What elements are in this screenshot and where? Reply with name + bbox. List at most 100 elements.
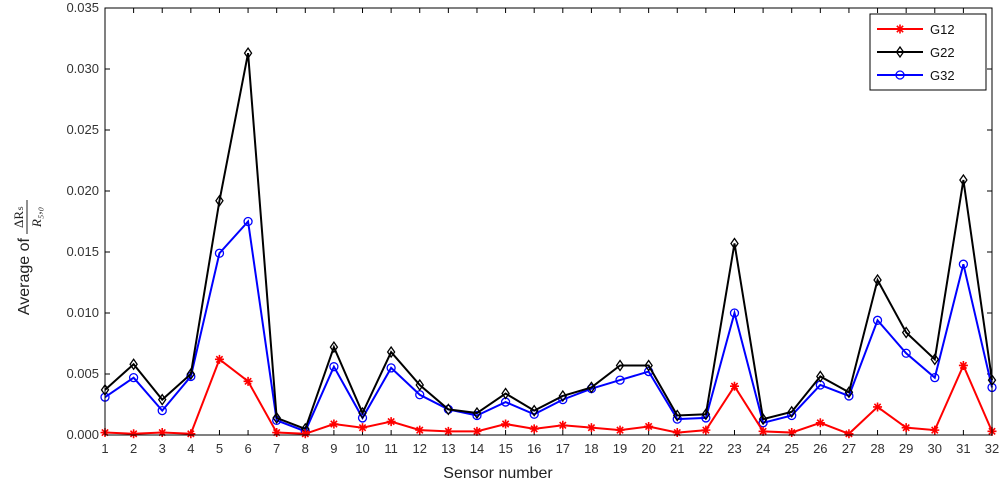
y-tick-label: 0.000	[66, 427, 99, 442]
data-point-G12	[558, 420, 568, 430]
x-tick-label: 16	[527, 441, 541, 456]
data-point-G12	[615, 425, 625, 435]
legend-label-G32: G32	[930, 68, 955, 83]
data-point-G12	[443, 426, 453, 436]
data-point-G22	[959, 173, 968, 187]
data-point-G12	[644, 421, 654, 431]
plot-frame	[104, 7, 993, 436]
y-tick-label: 0.035	[66, 0, 99, 15]
data-point-G12	[272, 428, 282, 438]
data-point-G12	[329, 419, 339, 429]
y-tick-label: 0.005	[66, 366, 99, 381]
y-axis-title: Average of ΔRₛ R₅,₀	[11, 200, 44, 315]
x-tick-label: 5	[216, 441, 223, 456]
data-point-G12	[586, 423, 596, 433]
series-line-G22	[104, 52, 993, 431]
data-point-G12	[758, 426, 768, 436]
data-point-G12	[701, 425, 711, 435]
x-tick-label: 26	[813, 441, 827, 456]
x-tick-label: 19	[613, 441, 627, 456]
x-tick-label: 10	[355, 441, 369, 456]
data-point-G22	[501, 387, 510, 400]
data-point-G12	[815, 418, 825, 428]
data-point-G12	[243, 376, 253, 386]
data-point-G22	[758, 413, 768, 426]
data-point-G32	[930, 373, 940, 383]
data-point-G12	[501, 419, 511, 429]
data-point-G32	[901, 348, 911, 358]
data-point-G22	[672, 409, 682, 422]
y-tick-label: 0.030	[66, 61, 99, 76]
data-point-G12	[844, 429, 854, 439]
data-point-G32	[472, 410, 482, 421]
data-point-G22	[615, 359, 625, 372]
x-tick-label: 32	[985, 441, 999, 456]
data-point-G12	[958, 360, 968, 370]
data-point-G32	[386, 363, 396, 373]
x-tick-label: 14	[470, 441, 484, 456]
data-point-G22	[444, 403, 453, 416]
legend-items: G12 G22 G32	[877, 22, 955, 83]
data-point-G12	[300, 429, 310, 439]
data-point-G22	[358, 406, 367, 420]
series-line-G32	[104, 219, 993, 433]
axis-ticks: 0.000 0.005 0.010 0.015 0.020 0.025 0.030 0.035…	[66, 0, 999, 456]
data-point-G22	[329, 341, 339, 354]
y-axis-title-prefix: Average of	[16, 237, 33, 315]
data-point-G22	[129, 358, 138, 371]
data-point-G22	[730, 237, 739, 250]
data-point-G12	[672, 428, 682, 438]
data-point-G22	[415, 378, 425, 392]
data-point-G22	[873, 273, 882, 287]
x-tick-label: 30	[928, 441, 942, 456]
legend-marker-G32	[895, 70, 905, 80]
x-tick-label: 6	[244, 441, 251, 456]
legend: G12 G22 G32	[869, 13, 987, 91]
data-point-G22	[157, 393, 167, 406]
x-tick-label: 9	[330, 441, 337, 456]
data-point-G12	[529, 424, 539, 434]
legend-label-G22: G22	[930, 45, 955, 60]
y-tick-label: 0.010	[66, 305, 99, 320]
data-point-G12	[873, 402, 883, 412]
x-tick-label: 1	[101, 441, 108, 456]
x-tick-label: 23	[727, 441, 741, 456]
x-tick-label: 21	[670, 441, 684, 456]
x-tick-label: 11	[384, 441, 398, 456]
data-point-G12	[472, 426, 482, 436]
data-point-G22	[529, 404, 539, 417]
x-tick-label: 8	[302, 441, 309, 456]
data-point-G22	[816, 370, 825, 383]
x-tick-label: 31	[956, 441, 970, 456]
data-point-G12	[129, 429, 139, 439]
data-point-G32	[958, 259, 969, 269]
x-tick-label: 22	[699, 441, 713, 456]
data-point-G32	[243, 216, 253, 227]
data-point-G12	[415, 425, 425, 435]
data-point-G22	[272, 411, 281, 425]
data-point-G22	[558, 389, 568, 403]
data-point-G22	[930, 353, 940, 366]
data-point-G22	[844, 386, 854, 399]
data-point-G12	[901, 423, 911, 433]
data-point-G12	[157, 428, 167, 438]
data-point-G32	[214, 248, 225, 258]
data-point-G12	[186, 429, 196, 439]
y-axis-title-denominator: R₅,₀	[29, 207, 44, 228]
data-point-G22	[901, 326, 911, 339]
x-tick-label: 15	[498, 441, 512, 456]
x-tick-label: 13	[441, 441, 455, 456]
data-point-G32	[329, 362, 339, 372]
y-tick-label: 0.015	[66, 244, 99, 259]
x-tick-label: 17	[556, 441, 570, 456]
data-point-G12	[787, 428, 797, 438]
data-point-G32	[729, 308, 740, 318]
x-tick-label: 29	[899, 441, 913, 456]
data-point-G22	[787, 405, 797, 418]
x-tick-label: 3	[159, 441, 166, 456]
data-point-G22	[472, 406, 482, 420]
x-tick-label: 20	[641, 441, 655, 456]
legend-label-G12: G12	[930, 22, 955, 37]
data-point-G12	[386, 417, 396, 427]
